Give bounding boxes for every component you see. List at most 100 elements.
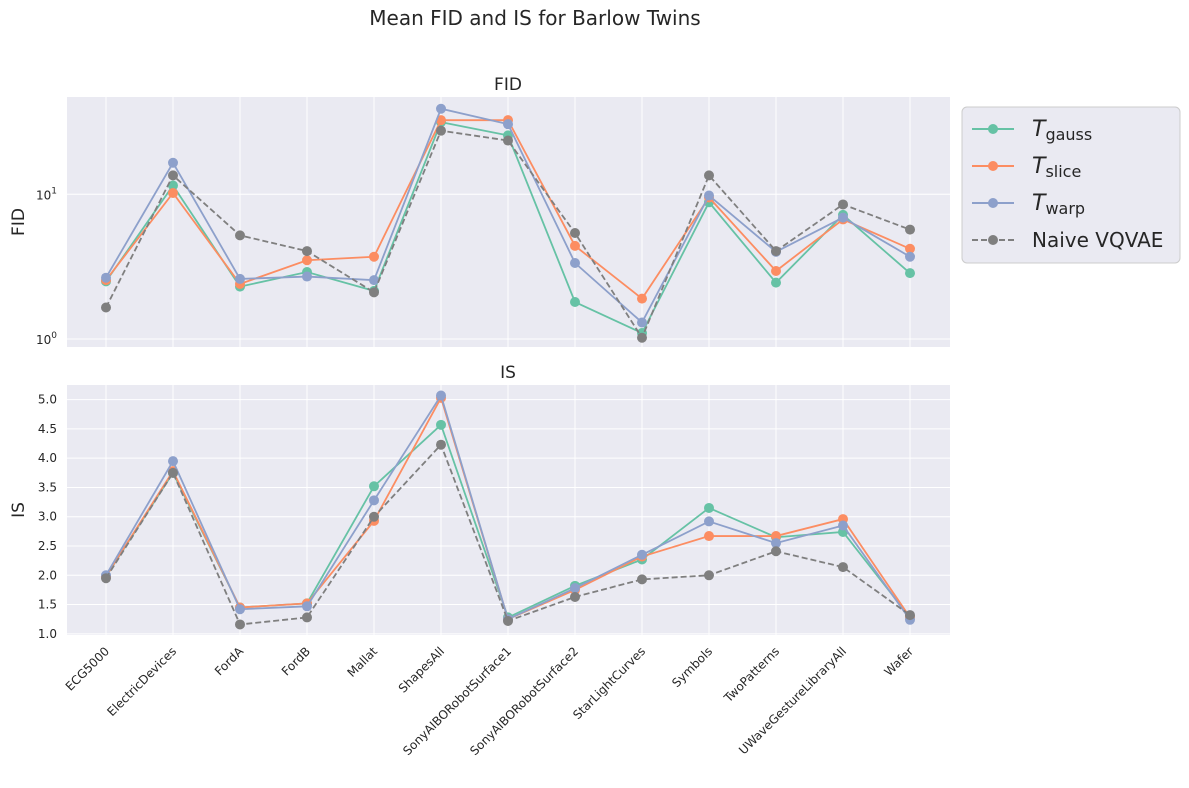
data-point — [436, 115, 446, 126]
data-point — [838, 212, 848, 223]
data-point — [369, 275, 379, 286]
data-point — [570, 583, 580, 594]
series-naive-vqvae — [101, 125, 915, 343]
data-point — [101, 573, 111, 584]
data-point — [905, 251, 915, 262]
legend-marker — [988, 198, 998, 208]
legend-label: Tslice — [1032, 154, 1081, 181]
data-point — [637, 574, 647, 585]
is-y-axis-label: IS — [9, 502, 29, 518]
data-point — [905, 610, 915, 621]
is-y-ticks: 1.0 1.5 2.0 2.5 3.0 3.5 4.0 4.5 5.0 — [38, 393, 57, 641]
y-tick-label: 2.5 — [38, 539, 57, 553]
data-point — [771, 246, 781, 257]
y-tick-label: 1.5 — [38, 598, 57, 612]
x-tick-label: StarLightCurves — [570, 644, 648, 722]
data-point — [905, 268, 915, 279]
data-point — [704, 190, 714, 201]
data-point — [503, 119, 513, 130]
figure-title: Mean FID and IS for Barlow Twins — [369, 6, 700, 30]
fid-grid — [67, 97, 950, 347]
data-point — [369, 287, 379, 298]
data-point — [302, 271, 312, 282]
data-point — [905, 243, 915, 254]
legend-entry: Twarp — [972, 191, 1085, 218]
series-naive-vqvae — [101, 439, 915, 630]
legend-label: Naive VQVAE — [1032, 228, 1163, 252]
data-point — [436, 419, 446, 430]
legend: Tgauss Tslice Twarp Naive VQVAE — [961, 106, 1181, 264]
data-point — [436, 390, 446, 401]
data-point — [838, 520, 848, 531]
legend-label: Twarp — [1032, 191, 1085, 218]
y-tick-label: 3.0 — [38, 510, 57, 524]
is-panel: 1.0 1.5 2.0 2.5 3.0 3.5 4.0 4.5 5.0 IS IS — [9, 363, 950, 641]
data-point — [771, 265, 781, 276]
y-tick-label: 4.5 — [38, 422, 57, 436]
fid-panel-title: FID — [494, 75, 522, 95]
legend-marker — [988, 124, 998, 134]
legend-box — [961, 106, 1181, 264]
x-tick-label: FordA — [212, 644, 247, 679]
y-tick-label: 100 — [36, 331, 57, 347]
data-point — [637, 332, 647, 343]
data-point — [637, 549, 647, 560]
data-point — [302, 255, 312, 266]
data-point — [369, 511, 379, 522]
data-point — [168, 456, 178, 467]
data-point — [905, 224, 915, 235]
data-point — [771, 277, 781, 288]
legend-marker — [988, 161, 998, 171]
data-point — [771, 531, 781, 542]
data-point — [302, 601, 312, 612]
x-tick-label: Symbols — [669, 644, 715, 690]
data-point — [771, 546, 781, 557]
y-tick-label: 1.0 — [38, 627, 57, 641]
data-point — [168, 467, 178, 478]
data-point — [101, 302, 111, 313]
data-point — [168, 157, 178, 168]
data-point — [302, 612, 312, 623]
y-tick-label: 5.0 — [38, 393, 57, 407]
data-point — [704, 516, 714, 527]
data-point — [369, 495, 379, 506]
data-point — [570, 257, 580, 268]
data-point — [235, 619, 245, 630]
data-point — [101, 272, 111, 283]
data-point — [436, 439, 446, 450]
y-tick-label: 4.0 — [38, 451, 57, 465]
data-point — [235, 273, 245, 284]
data-point — [771, 538, 781, 549]
data-point — [503, 615, 513, 626]
data-point — [369, 481, 379, 492]
x-tick-label: FordB — [279, 644, 313, 678]
y-tick-label: 2.0 — [38, 568, 57, 582]
data-point — [436, 125, 446, 136]
x-tick-label: Mallat — [344, 644, 380, 680]
data-point — [369, 251, 379, 262]
data-point — [570, 297, 580, 308]
x-tick-label: ShapesAll — [396, 644, 447, 695]
data-point — [168, 170, 178, 181]
data-point — [168, 180, 178, 191]
data-point — [838, 562, 848, 573]
data-point — [302, 246, 312, 257]
data-point — [168, 188, 178, 199]
data-point — [436, 103, 446, 114]
x-tick-label: UWaveGestureLibraryAll — [736, 644, 849, 757]
data-point — [704, 170, 714, 181]
is-panel-title: IS — [500, 363, 516, 383]
data-point — [570, 227, 580, 238]
y-tick-label: 3.5 — [38, 480, 57, 494]
fid-y-ticks: 100 101 — [36, 186, 57, 347]
is-series — [101, 390, 915, 630]
data-point — [704, 531, 714, 542]
data-point — [637, 317, 647, 328]
fid-panel: 100 101 FID FID — [9, 75, 950, 347]
y-tick-label: 101 — [36, 186, 57, 202]
x-tick-label: TwoPatterns — [721, 644, 782, 705]
x-tick-label: SonyAIBORobotSurface2 — [467, 644, 581, 758]
x-tick-label: SonyAIBORobotSurface1 — [400, 644, 514, 758]
